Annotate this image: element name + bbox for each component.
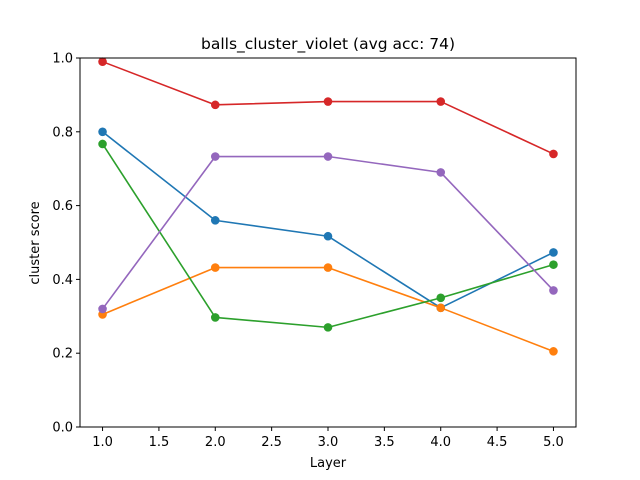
series-2-point bbox=[323, 263, 333, 272]
series-1-point bbox=[210, 216, 220, 225]
y-tick-label: 0.8 bbox=[52, 125, 73, 140]
series-2-point bbox=[549, 347, 558, 356]
y-axis-label: cluster score bbox=[28, 201, 43, 284]
y-tick-label: 0.4 bbox=[52, 273, 73, 288]
series-5-point bbox=[98, 304, 107, 314]
x-tick-label: 5.0 bbox=[543, 435, 564, 450]
series-3-point bbox=[210, 313, 220, 322]
x-tick-label: 4.5 bbox=[487, 435, 508, 450]
series-1-point bbox=[549, 248, 558, 257]
y-tick-label: 1.0 bbox=[52, 52, 73, 67]
series-1-point bbox=[323, 231, 333, 241]
x-tick-label: 1.0 bbox=[92, 435, 113, 450]
x-axis-label: Layer bbox=[310, 456, 347, 471]
x-tick-label: 3.0 bbox=[318, 435, 339, 450]
series-4-point bbox=[210, 100, 220, 110]
series-2-point bbox=[436, 303, 446, 313]
x-tick-label: 3.5 bbox=[374, 435, 395, 450]
series-2-point bbox=[210, 263, 220, 272]
series-5-point bbox=[323, 152, 333, 161]
chart-title: balls_cluster_violet (avg acc: 74) bbox=[201, 35, 455, 54]
series-5-point bbox=[210, 152, 220, 161]
y-tick-label: 0.2 bbox=[52, 347, 73, 362]
series-3-point bbox=[436, 293, 446, 303]
series-4-point bbox=[549, 149, 558, 159]
series-3-point bbox=[323, 323, 333, 332]
x-tick-label: 1.5 bbox=[149, 435, 170, 450]
y-tick-label: 0.6 bbox=[52, 199, 73, 214]
axes: 1.0 1.5 2.0 2.5 3.0 3.5 4.0 4.5 5.0 0.0 0.2 0.4 0.6 0… bbox=[52, 52, 577, 450]
series-3-point bbox=[98, 139, 107, 149]
x-tick-label: 2.0 bbox=[205, 435, 226, 450]
x-tick-label: 2.5 bbox=[261, 435, 282, 450]
series-1-point bbox=[98, 127, 107, 137]
x-tick-label: 4.0 bbox=[430, 435, 451, 450]
series-5-point bbox=[549, 286, 558, 295]
series-4-point bbox=[323, 97, 333, 106]
y-tick-label: 0.0 bbox=[52, 421, 73, 436]
series-5-point bbox=[436, 168, 446, 177]
series-4-point bbox=[98, 57, 107, 66]
series-3-point bbox=[549, 260, 558, 269]
series-4-point bbox=[436, 97, 446, 106]
plot-area bbox=[98, 57, 558, 356]
